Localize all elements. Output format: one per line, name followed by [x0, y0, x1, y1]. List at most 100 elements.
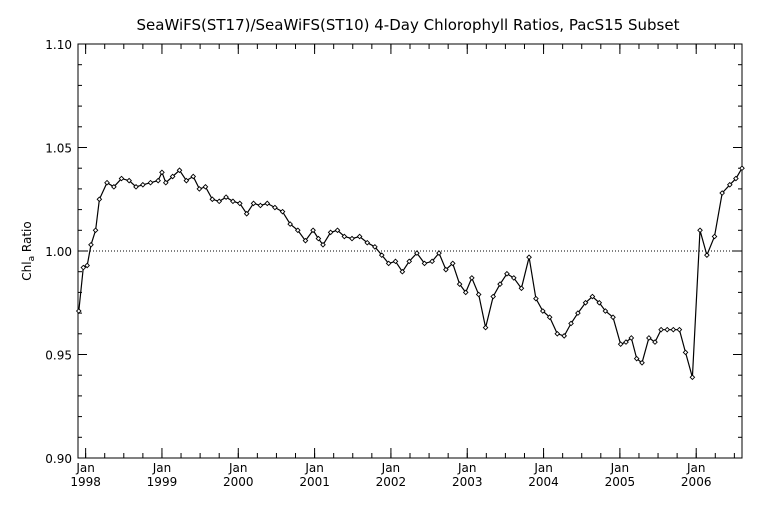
- y-tick-label: 1.05: [45, 142, 72, 156]
- y-tick-label: 1.10: [45, 38, 72, 52]
- x-tick-label: 2003: [452, 475, 483, 489]
- x-axis: Jan1998Jan1999Jan2000Jan2001Jan2002Jan20…: [70, 44, 735, 489]
- data-point: [561, 333, 568, 339]
- data-point: [257, 202, 264, 209]
- x-tick-month-label: Jan: [152, 461, 172, 475]
- data-point: [449, 260, 456, 267]
- data-point: [88, 241, 94, 248]
- data-point: [147, 179, 154, 186]
- x-tick-month-label: Jan: [228, 461, 248, 475]
- data-point: [209, 196, 216, 203]
- data-point: [183, 177, 190, 184]
- data-point: [510, 275, 517, 281]
- data-point: [216, 198, 223, 205]
- data-point: [568, 320, 574, 327]
- data-point: [230, 198, 236, 205]
- data-point: [190, 173, 197, 180]
- data-point: [320, 241, 326, 248]
- data-point: [250, 200, 257, 207]
- data-point: [223, 194, 229, 201]
- data-point: [96, 196, 103, 203]
- data-point: [497, 281, 503, 287]
- chart-title: SeaWiFS(ST17)/SeaWiFS(ST10) 4-Day Chloro…: [137, 16, 680, 34]
- data-point: [111, 183, 117, 190]
- data-point: [327, 229, 334, 236]
- x-tick-month-label: Jan: [457, 461, 477, 475]
- data-point: [75, 308, 82, 314]
- data-point: [294, 227, 301, 234]
- data-point: [162, 179, 169, 186]
- data-point: [140, 181, 146, 188]
- data-point: [349, 235, 355, 242]
- data-point: [676, 326, 683, 333]
- data-point: [733, 175, 739, 182]
- data-point: [372, 244, 378, 250]
- data-point: [739, 165, 745, 172]
- x-tick-label: 1999: [147, 475, 178, 489]
- data-point: [475, 291, 482, 298]
- x-tick-label: 1998: [70, 475, 101, 489]
- data-point: [689, 374, 696, 381]
- data-point: [539, 308, 546, 314]
- series-polyline: [78, 167, 743, 378]
- data-point: [429, 258, 435, 265]
- data-point: [279, 208, 286, 215]
- x-tick-label: 2005: [605, 475, 636, 489]
- y-tick-label: 0.90: [45, 452, 72, 466]
- data-point: [159, 169, 165, 176]
- data-point: [385, 260, 392, 267]
- data-point: [468, 275, 475, 281]
- data-point: [264, 200, 271, 207]
- data-point: [575, 310, 581, 316]
- data-point: [272, 204, 278, 211]
- data-point: [554, 330, 561, 337]
- data-point: [421, 260, 428, 267]
- data-point: [126, 177, 132, 184]
- data-point: [287, 221, 294, 227]
- data-point: [596, 299, 603, 306]
- data-point: [118, 175, 125, 182]
- data-point: [582, 299, 589, 306]
- data-point: [646, 335, 652, 341]
- data-point: [155, 177, 161, 184]
- data-point: [169, 173, 176, 180]
- x-tick-label: 2006: [681, 475, 712, 489]
- data-point: [652, 339, 658, 345]
- data-point: [526, 254, 532, 261]
- data-point: [602, 308, 609, 314]
- x-tick-month-label: Jan: [75, 461, 95, 475]
- data-point: [490, 293, 497, 300]
- data-point: [399, 268, 406, 275]
- data-point: [176, 167, 183, 174]
- data-point: [628, 335, 635, 341]
- data-point: [633, 355, 640, 362]
- data-point: [378, 252, 385, 258]
- data-point: [456, 281, 463, 287]
- data-point: [334, 227, 341, 234]
- x-tick-month-label: Jan: [610, 461, 630, 475]
- data-point: [610, 314, 616, 321]
- data-point: [518, 285, 525, 292]
- y-axis-label: Chla Ratio: [20, 221, 37, 280]
- data-point: [196, 186, 203, 192]
- data-point: [482, 324, 489, 331]
- x-tick-month-label: Jan: [686, 461, 706, 475]
- data-point: [92, 227, 99, 234]
- data-point: [406, 258, 413, 265]
- data-point: [623, 339, 629, 345]
- data-point: [341, 233, 348, 240]
- y-axis: 0.90 0.95 1.00 1.05 1.10: [45, 38, 742, 466]
- data-point: [617, 341, 624, 347]
- data-point: [639, 359, 645, 366]
- data-point: [315, 235, 322, 242]
- data-point: [364, 239, 371, 246]
- data-point: [719, 190, 725, 196]
- data-point: [704, 252, 710, 258]
- data-point: [133, 183, 139, 190]
- y-tick-label: 1.00: [45, 245, 72, 259]
- data-point: [236, 200, 243, 207]
- data-point: [697, 227, 703, 234]
- data-point: [310, 227, 316, 234]
- data-point: [243, 210, 250, 217]
